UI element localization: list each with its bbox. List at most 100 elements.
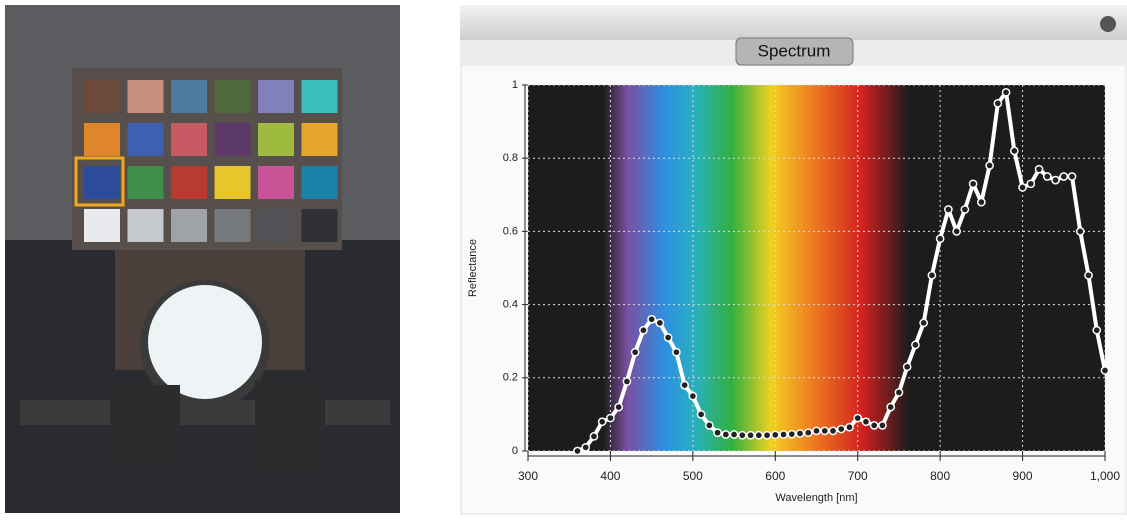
color-patch bbox=[84, 209, 120, 242]
data-point bbox=[796, 430, 803, 437]
data-point bbox=[1019, 184, 1026, 191]
data-point bbox=[681, 382, 688, 389]
data-point bbox=[1052, 177, 1059, 184]
color-patch bbox=[215, 123, 251, 156]
data-point bbox=[1027, 180, 1034, 187]
panel-header bbox=[460, 5, 1127, 40]
data-point bbox=[1085, 272, 1092, 279]
data-point bbox=[945, 206, 952, 213]
y-tick-label: 0.8 bbox=[503, 152, 518, 164]
data-point bbox=[961, 206, 968, 213]
plot: 0 0.2 0.4 0.6 0.8 1 300 400 500 600 700 800 900 1,000… bbox=[467, 79, 1120, 504]
data-point bbox=[788, 431, 795, 438]
x-tick-label: 400 bbox=[600, 469, 620, 483]
data-point bbox=[656, 319, 663, 326]
data-point bbox=[590, 433, 597, 440]
data-point bbox=[714, 429, 721, 436]
data-point bbox=[953, 228, 960, 235]
y-tick-label: 1 bbox=[512, 79, 518, 91]
data-point bbox=[871, 422, 878, 429]
data-point bbox=[805, 429, 812, 436]
data-point bbox=[862, 418, 869, 425]
x-tick-label: 500 bbox=[683, 469, 703, 483]
color-patch bbox=[128, 123, 164, 156]
x-axis-label: Wavelength [nm] bbox=[775, 492, 857, 504]
data-point bbox=[821, 427, 828, 434]
data-point bbox=[763, 432, 770, 439]
y-tick-label: 0.6 bbox=[503, 225, 518, 237]
data-point bbox=[1101, 367, 1108, 374]
data-point bbox=[706, 422, 713, 429]
color-patch bbox=[84, 80, 120, 113]
data-point bbox=[780, 431, 787, 438]
color-patch bbox=[128, 209, 164, 242]
data-point bbox=[970, 180, 977, 187]
color-patch bbox=[258, 80, 294, 113]
data-point bbox=[1060, 173, 1067, 180]
data-point bbox=[887, 403, 894, 410]
color-patch bbox=[171, 166, 207, 199]
tab-title: Spectrum bbox=[758, 41, 831, 60]
data-point bbox=[1068, 173, 1075, 180]
color-patch bbox=[84, 123, 120, 156]
data-point bbox=[747, 432, 754, 439]
y-tick-label: 0 bbox=[512, 445, 518, 457]
data-point bbox=[986, 162, 993, 169]
data-point bbox=[1002, 89, 1009, 96]
color-patch bbox=[84, 166, 120, 199]
color-patch bbox=[258, 166, 294, 199]
data-point bbox=[665, 334, 672, 341]
x-tick-label: 1,000 bbox=[1090, 469, 1120, 483]
data-point bbox=[607, 414, 614, 421]
data-point bbox=[648, 316, 655, 323]
data-point bbox=[1044, 173, 1051, 180]
x-tick-label: 600 bbox=[765, 469, 785, 483]
color-patch bbox=[128, 166, 164, 199]
y-tick-label: 0.2 bbox=[503, 372, 518, 384]
data-point bbox=[698, 411, 705, 418]
data-point bbox=[904, 363, 911, 370]
color-patch bbox=[302, 123, 338, 156]
data-point bbox=[928, 272, 935, 279]
data-point bbox=[1035, 166, 1042, 173]
data-point bbox=[599, 418, 606, 425]
color-patch bbox=[302, 80, 338, 113]
data-point bbox=[838, 425, 845, 432]
color-patch bbox=[215, 80, 251, 113]
color-patch bbox=[171, 80, 207, 113]
spectrum-band bbox=[603, 85, 909, 451]
data-point bbox=[829, 427, 836, 434]
color-patch bbox=[258, 209, 294, 242]
data-point bbox=[912, 341, 919, 348]
data-point bbox=[673, 349, 680, 356]
color-patch bbox=[302, 209, 338, 242]
data-point bbox=[813, 427, 820, 434]
color-patch bbox=[302, 166, 338, 199]
x-tick-label: 900 bbox=[1013, 469, 1033, 483]
data-point bbox=[879, 422, 886, 429]
data-point bbox=[689, 393, 696, 400]
data-point bbox=[1077, 228, 1084, 235]
data-point bbox=[895, 389, 902, 396]
color-patch bbox=[215, 166, 251, 199]
color-patch bbox=[258, 123, 294, 156]
data-point bbox=[772, 431, 779, 438]
data-point bbox=[846, 424, 853, 431]
data-point bbox=[574, 447, 581, 454]
data-point bbox=[978, 199, 985, 206]
x-tick-label: 800 bbox=[930, 469, 950, 483]
y-tick-label: 0.4 bbox=[503, 299, 518, 311]
color-patch bbox=[215, 209, 251, 242]
data-point bbox=[920, 319, 927, 326]
color-patch bbox=[171, 123, 207, 156]
x-tick-label: 700 bbox=[848, 469, 868, 483]
data-point bbox=[1093, 327, 1100, 334]
x-tick-label: 300 bbox=[518, 469, 538, 483]
data-point bbox=[615, 403, 622, 410]
restore-button[interactable] bbox=[1100, 16, 1116, 32]
data-point bbox=[582, 444, 589, 451]
color-patch bbox=[171, 209, 207, 242]
data-point bbox=[640, 327, 647, 334]
data-point bbox=[623, 378, 630, 385]
data-point bbox=[937, 235, 944, 242]
